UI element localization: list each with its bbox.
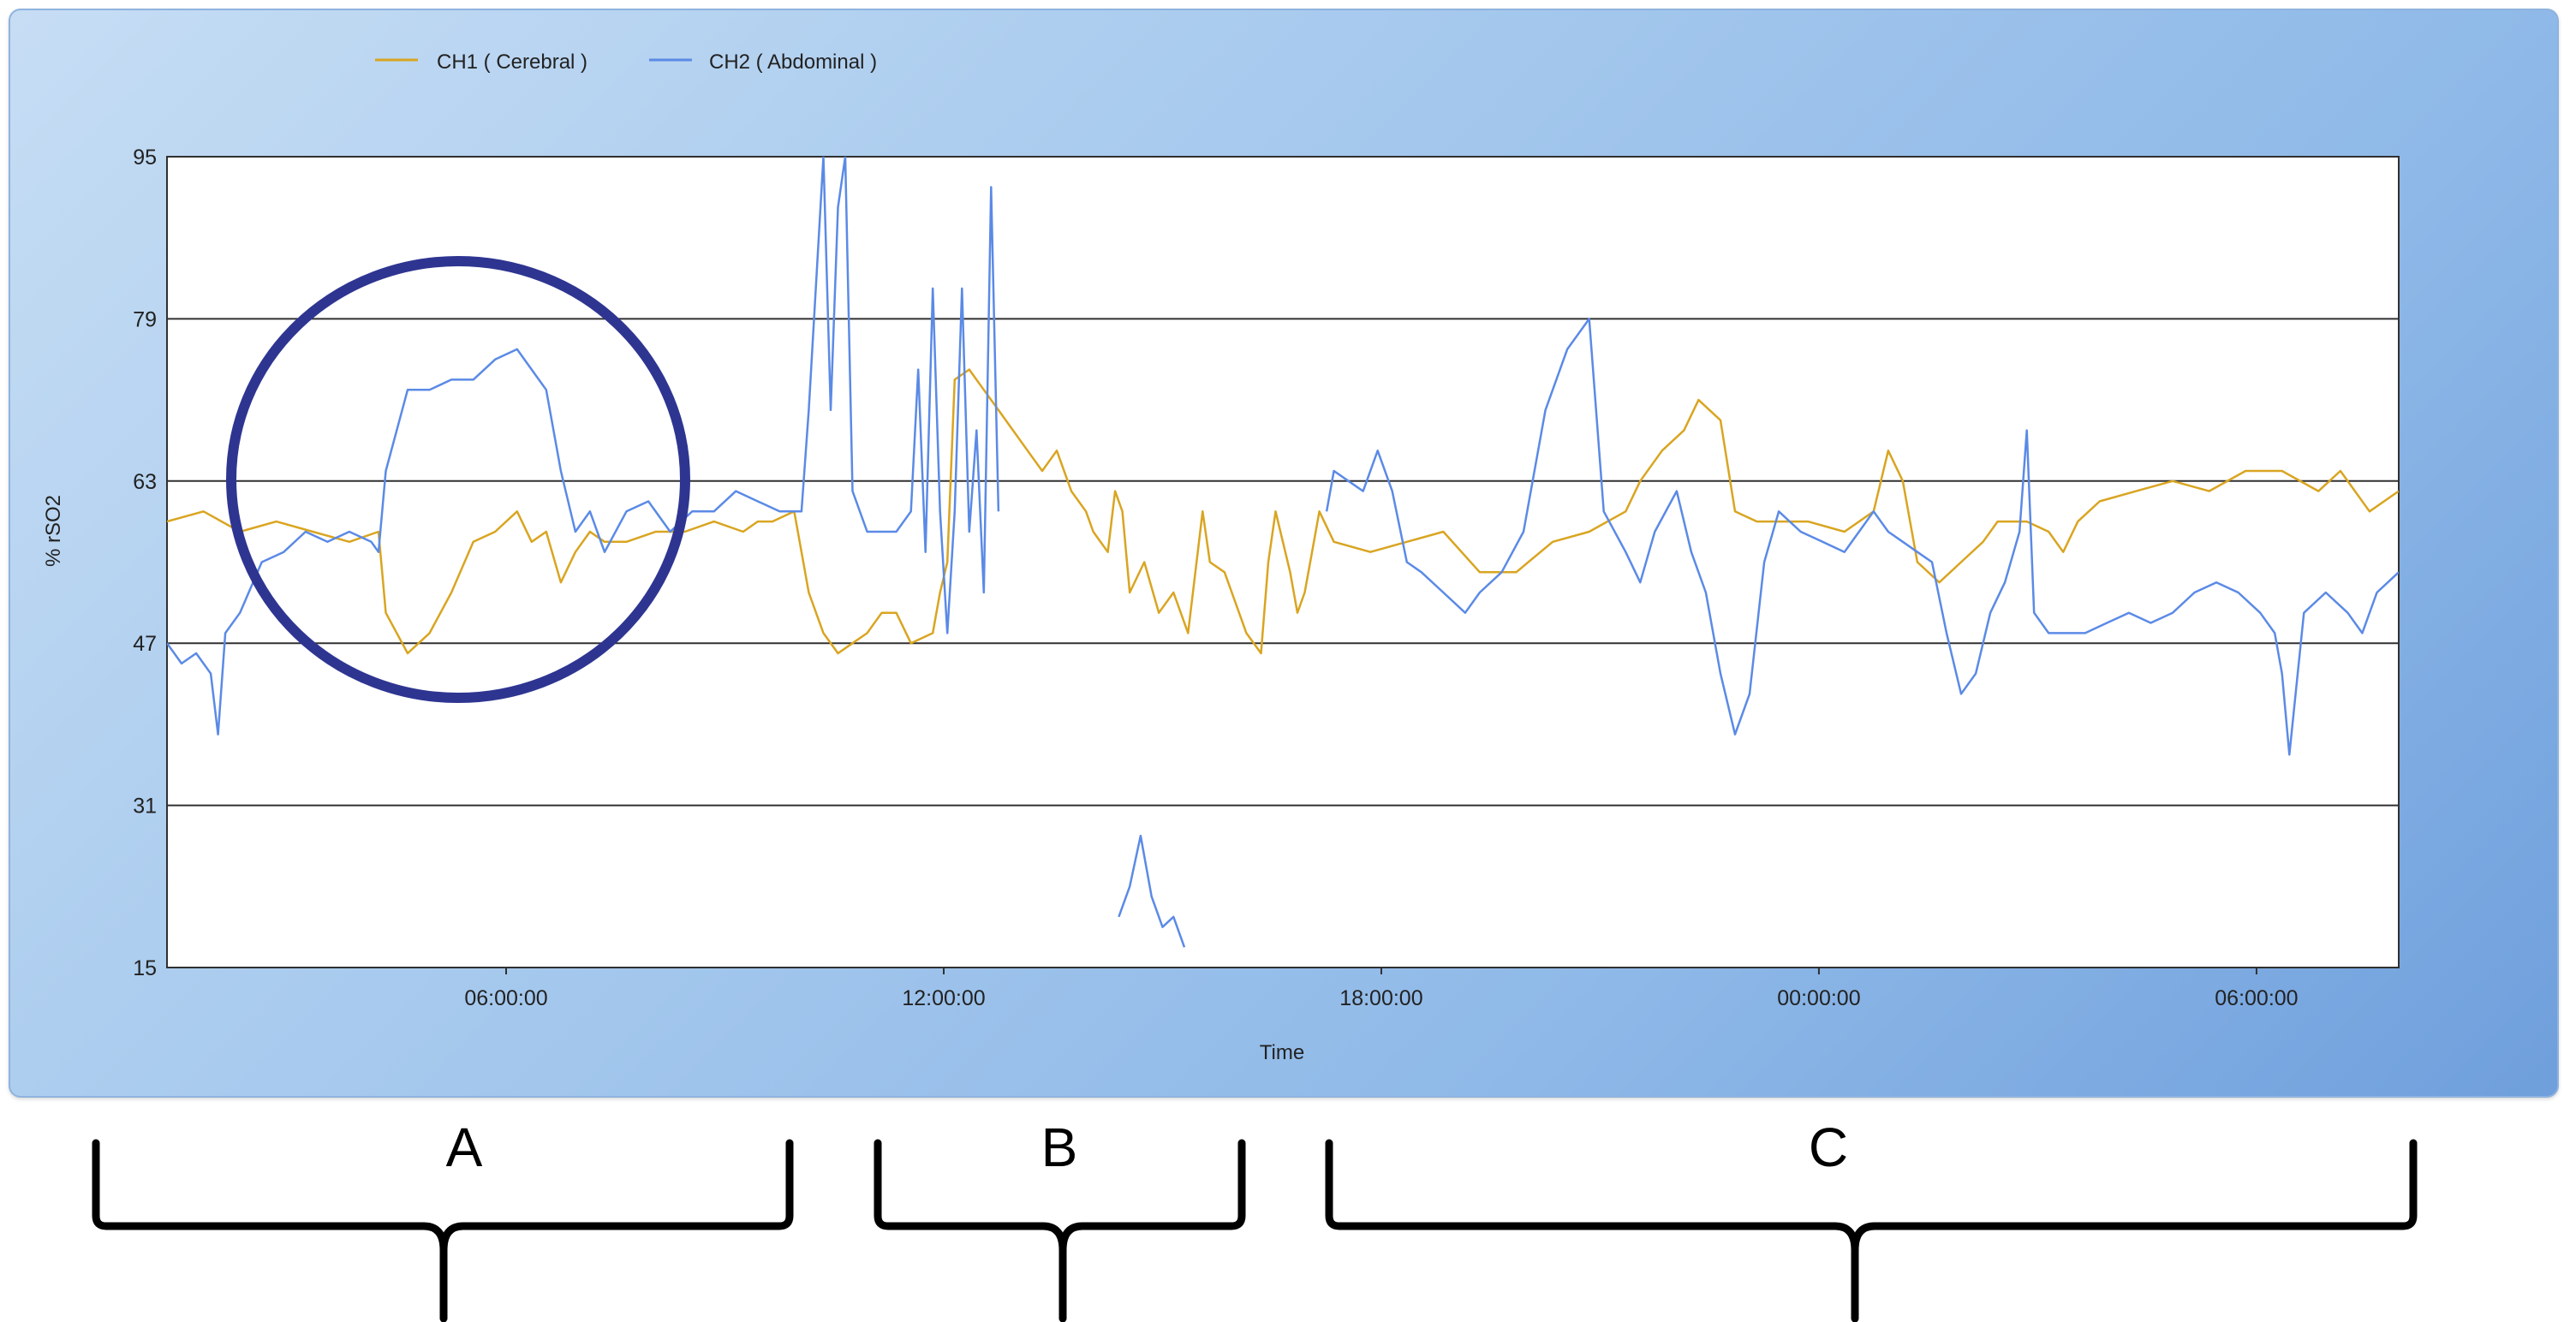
x-axis-title: Time xyxy=(1260,1041,1304,1064)
plot-area xyxy=(166,156,2400,968)
bracket-label-c: C xyxy=(1809,1117,1848,1178)
series-line-ch2-abdominal xyxy=(1325,318,2399,756)
legend-label-ch2: CH2 ( Abdominal ) xyxy=(709,51,877,74)
highlight-circle xyxy=(226,256,690,703)
y-tick-label: 31 xyxy=(133,795,157,819)
series-layer xyxy=(167,157,2399,948)
series-line-ch2-abdominal xyxy=(167,157,1000,735)
x-axis-ticks: 06:00:00 12:00:00 18:00:00 00:00:00 06:00:00 xyxy=(464,968,2299,1010)
legend-label-ch1: CH1 ( Cerebral ) xyxy=(437,51,587,74)
legend: CH1 ( Cerebral ) CH2 ( Abdominal ) xyxy=(375,51,877,74)
y-tick-label: 63 xyxy=(133,470,157,494)
y-tick-label: 15 xyxy=(133,956,157,980)
x-tick-label: 12:00:00 xyxy=(902,986,985,1010)
bracket-label-a: A xyxy=(446,1117,483,1178)
series-line-ch2-abdominal xyxy=(1118,834,1186,948)
y-axis-ticks: 15 31 47 63 79 95 xyxy=(133,146,157,980)
y-tick-label: 47 xyxy=(133,632,157,656)
bracket-c: C xyxy=(1325,1117,2418,1322)
x-tick-label: 06:00:00 xyxy=(2215,986,2298,1010)
y-tick-label: 79 xyxy=(133,307,157,331)
bracket-b: B xyxy=(874,1117,1246,1322)
x-tick-label: 06:00:00 xyxy=(464,986,547,1010)
y-axis-title: % rSO2 xyxy=(42,495,65,567)
bracket-label-b: B xyxy=(1041,1117,1078,1178)
x-tick-label: 00:00:00 xyxy=(1777,986,1860,1010)
gridlines xyxy=(167,318,2399,807)
x-tick-label: 18:00:00 xyxy=(1339,986,1422,1010)
bracket-a: A xyxy=(92,1117,794,1322)
y-tick-label: 95 xyxy=(133,146,157,170)
